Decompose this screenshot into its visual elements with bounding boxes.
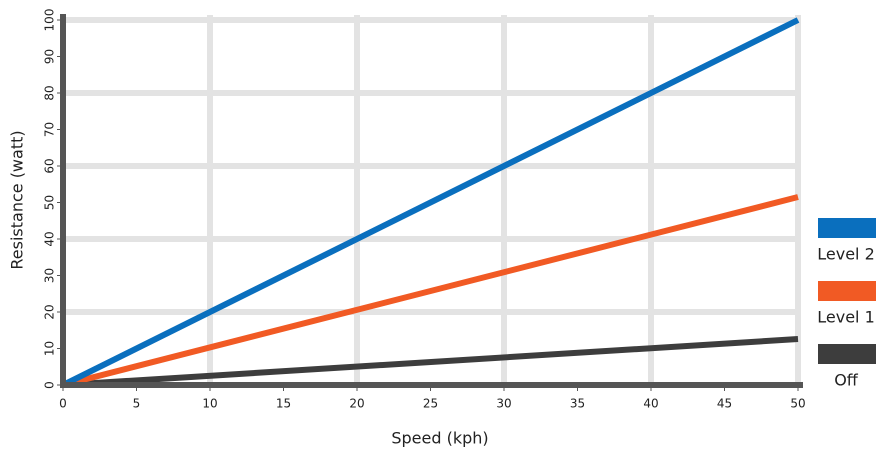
- y-tick-label: 40: [43, 231, 57, 246]
- y-tick-label: 10: [43, 341, 57, 356]
- axes: [57, 14, 803, 391]
- y-tick-label: 60: [43, 158, 57, 173]
- x-tick-label: 30: [496, 397, 511, 411]
- y-tick-label: 90: [43, 49, 57, 64]
- y-tick-label: 100: [43, 9, 57, 32]
- x-tick-label: 35: [570, 397, 585, 411]
- y-tick-label: 70: [43, 122, 57, 137]
- x-tick-label: 50: [790, 397, 805, 411]
- y-axis-title: Resistance (watt): [8, 130, 27, 269]
- legend-label: Level 1: [817, 308, 875, 327]
- legend-swatch: [818, 281, 876, 301]
- x-tick-label: 0: [59, 397, 67, 411]
- lines: [61, 17, 800, 388]
- legend-swatch: [818, 344, 876, 364]
- y-tick-label: 50: [43, 195, 57, 210]
- x-axis-title: Speed (kph): [391, 429, 488, 448]
- legend-swatch: [818, 218, 876, 238]
- x-tick-label: 25: [423, 397, 438, 411]
- x-tick-label: 45: [717, 397, 732, 411]
- x-tick-label: 5: [133, 397, 141, 411]
- series-line: [62, 194, 799, 388]
- legend-label: Level 2: [817, 245, 875, 264]
- x-tick-label: 15: [276, 397, 291, 411]
- series-line: [62, 336, 799, 388]
- y-tick-label: 30: [43, 268, 57, 283]
- x-tick-label: 10: [202, 397, 217, 411]
- legend-label: Off: [834, 371, 859, 390]
- y-tick-label: 80: [43, 85, 57, 100]
- x-tick-label: 40: [643, 397, 658, 411]
- y-tick-label: 20: [43, 304, 57, 319]
- y-tick-label: 0: [43, 381, 57, 389]
- series-line: [61, 17, 800, 388]
- x-tick-label: 20: [349, 397, 364, 411]
